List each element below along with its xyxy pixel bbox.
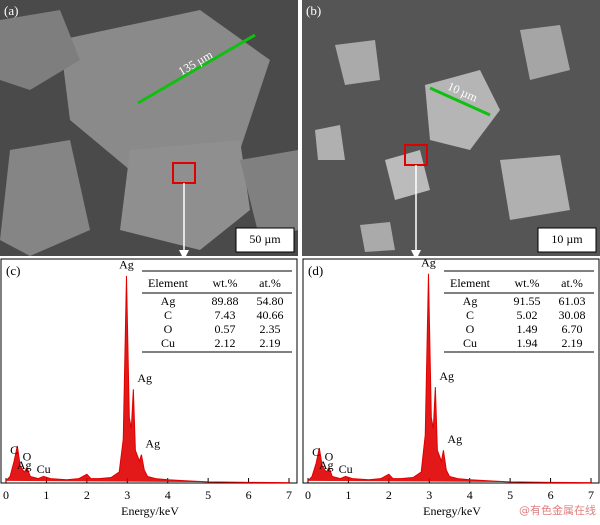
peak-label: C xyxy=(312,445,320,459)
table-cell: Ag xyxy=(463,294,478,308)
x-tick-label: 2 xyxy=(386,488,392,502)
scale-bar-label: 50 µm xyxy=(249,232,281,246)
table-header: Element xyxy=(450,276,491,290)
table-cell: 1.94 xyxy=(517,336,538,350)
x-tick-label: 2 xyxy=(84,488,90,502)
table-cell: Cu xyxy=(161,336,175,350)
peak-label: Ag xyxy=(439,369,454,383)
x-tick-label: 0 xyxy=(3,488,9,502)
x-tick-label: 3 xyxy=(426,488,432,502)
panel-label: (d) xyxy=(308,263,323,278)
table-cell: C xyxy=(164,308,172,322)
watermark: @有色金属在线 xyxy=(519,503,596,517)
x-tick-label: 3 xyxy=(124,488,130,502)
table-cell: C xyxy=(466,308,474,322)
table-cell: 40.66 xyxy=(257,308,284,322)
spectrum xyxy=(5,275,290,484)
panel-label: (c) xyxy=(6,263,20,278)
peak-label: Ag xyxy=(119,258,134,272)
table-cell: 0.57 xyxy=(215,322,236,336)
x-tick-label: 1 xyxy=(43,488,49,502)
table-header: wt.% xyxy=(213,276,238,290)
table-cell: 5.02 xyxy=(517,308,538,322)
table-cell: 2.35 xyxy=(260,322,281,336)
table-cell: 1.49 xyxy=(517,322,538,336)
peak-label: C xyxy=(10,443,18,457)
table-cell: 2.19 xyxy=(562,336,583,350)
peak-label: O xyxy=(23,449,32,463)
x-tick-label: 7 xyxy=(286,488,292,502)
x-tick-label: 1 xyxy=(345,488,351,502)
x-tick-label: 4 xyxy=(467,488,473,502)
x-tick-label: 5 xyxy=(205,488,211,502)
peak-label: Ag xyxy=(145,436,160,450)
x-tick-label: 5 xyxy=(507,488,513,502)
peak-label: Ag xyxy=(137,371,152,385)
table-cell: 61.03 xyxy=(559,294,586,308)
x-axis-label: Energy/keV xyxy=(121,504,179,518)
panel-label: (b) xyxy=(306,3,321,18)
table-cell: 30.08 xyxy=(559,308,586,322)
table-cell: Cu xyxy=(463,336,477,350)
table-cell: Ag xyxy=(161,294,176,308)
peak-label: Ag xyxy=(17,458,32,472)
x-tick-label: 6 xyxy=(246,488,252,502)
sem-image-a xyxy=(0,0,298,260)
peak-label: O xyxy=(325,449,334,463)
table-header: wt.% xyxy=(515,276,540,290)
table-cell: 91.55 xyxy=(514,294,541,308)
table-header: Element xyxy=(148,276,189,290)
peak-label: Ag xyxy=(319,458,334,472)
x-tick-label: 6 xyxy=(548,488,554,502)
spectrum xyxy=(307,273,592,484)
peak-label: Ag xyxy=(447,432,462,446)
sem-image-b xyxy=(302,0,600,260)
table-cell: 6.70 xyxy=(562,322,583,336)
x-tick-label: 7 xyxy=(588,488,594,502)
table-cell: 7.43 xyxy=(215,308,236,322)
peak-label: Ag xyxy=(421,255,436,269)
x-axis-label: Energy/keV xyxy=(423,504,481,518)
table-cell: 54.80 xyxy=(257,294,284,308)
table-cell: 2.19 xyxy=(260,336,281,350)
peak-label: Cu xyxy=(339,462,353,476)
scale-bar-label: 10 µm xyxy=(551,232,583,246)
table-cell: O xyxy=(164,322,173,336)
table-cell: 2.12 xyxy=(215,336,236,350)
chart-frame xyxy=(0,258,298,484)
x-tick-label: 0 xyxy=(305,488,311,502)
table-cell: O xyxy=(466,322,475,336)
peak-label: Cu xyxy=(37,462,51,476)
table-header: at.% xyxy=(561,276,583,290)
x-tick-label: 4 xyxy=(165,488,171,502)
table-cell: 89.88 xyxy=(212,294,239,308)
table-header: at.% xyxy=(259,276,281,290)
panel-label: (a) xyxy=(4,3,18,18)
chart-frame xyxy=(302,258,600,484)
